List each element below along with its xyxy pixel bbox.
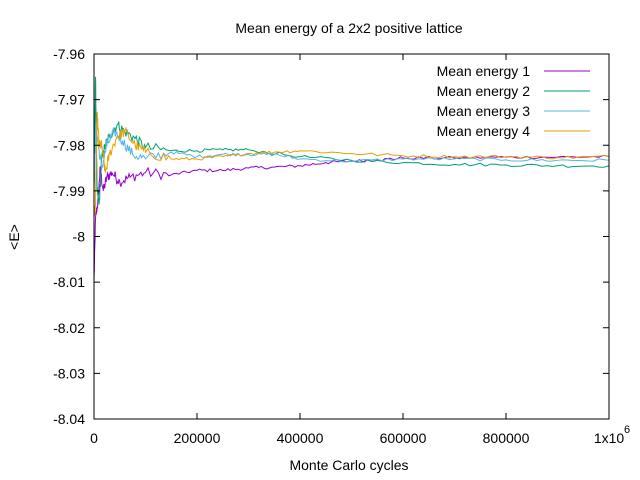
x-tick-label: 0 [90, 430, 98, 446]
series-line-3 [93, 121, 610, 191]
x-axis: 0 200000 400000 600000 800000 1x10 [90, 54, 624, 446]
x-tick-label: 400000 [277, 430, 324, 446]
x-tick-label: 200000 [174, 430, 221, 446]
y-tick-label: -7.99 [53, 183, 85, 199]
x-exponent-label: 6 [624, 424, 630, 436]
y-tick-label: -8.03 [53, 365, 85, 381]
series-line-4 [93, 111, 610, 217]
x-tick-label: 1x10 [594, 430, 625, 446]
y-tick-label: -7.98 [53, 137, 85, 153]
legend-label: Mean energy 1 [437, 63, 531, 79]
x-axis-label: Monte Carlo cycles [289, 457, 408, 473]
y-axis-label: <E> [6, 224, 22, 250]
legend: Mean energy 1 Mean energy 2 Mean energy 3 M… [437, 63, 590, 139]
series-layer [93, 76, 610, 283]
legend-label: Mean energy 2 [437, 83, 531, 99]
y-tick-label: -8.02 [53, 320, 85, 336]
x-tick-label: 800000 [483, 430, 530, 446]
series-line-1 [93, 154, 610, 283]
chart-title: Mean energy of a 2x2 positive lattice [235, 20, 462, 36]
y-tick-label: -8.04 [53, 411, 85, 427]
y-tick-label: -7.97 [53, 92, 85, 108]
legend-label: Mean energy 4 [437, 123, 531, 139]
y-tick-label: -7.96 [53, 46, 85, 62]
y-tick-label: -8 [73, 229, 86, 245]
x-tick-label: 600000 [380, 430, 427, 446]
plot-border [93, 53, 610, 420]
legend-label: Mean energy 3 [437, 103, 531, 119]
y-tick-label: -8.01 [53, 274, 85, 290]
y-axis: -7.96 -7.97 -7.98 -7.99 -8 -8.01 -8.02 -8.03 -8.… [53, 46, 609, 427]
series-line-2 [93, 76, 610, 205]
